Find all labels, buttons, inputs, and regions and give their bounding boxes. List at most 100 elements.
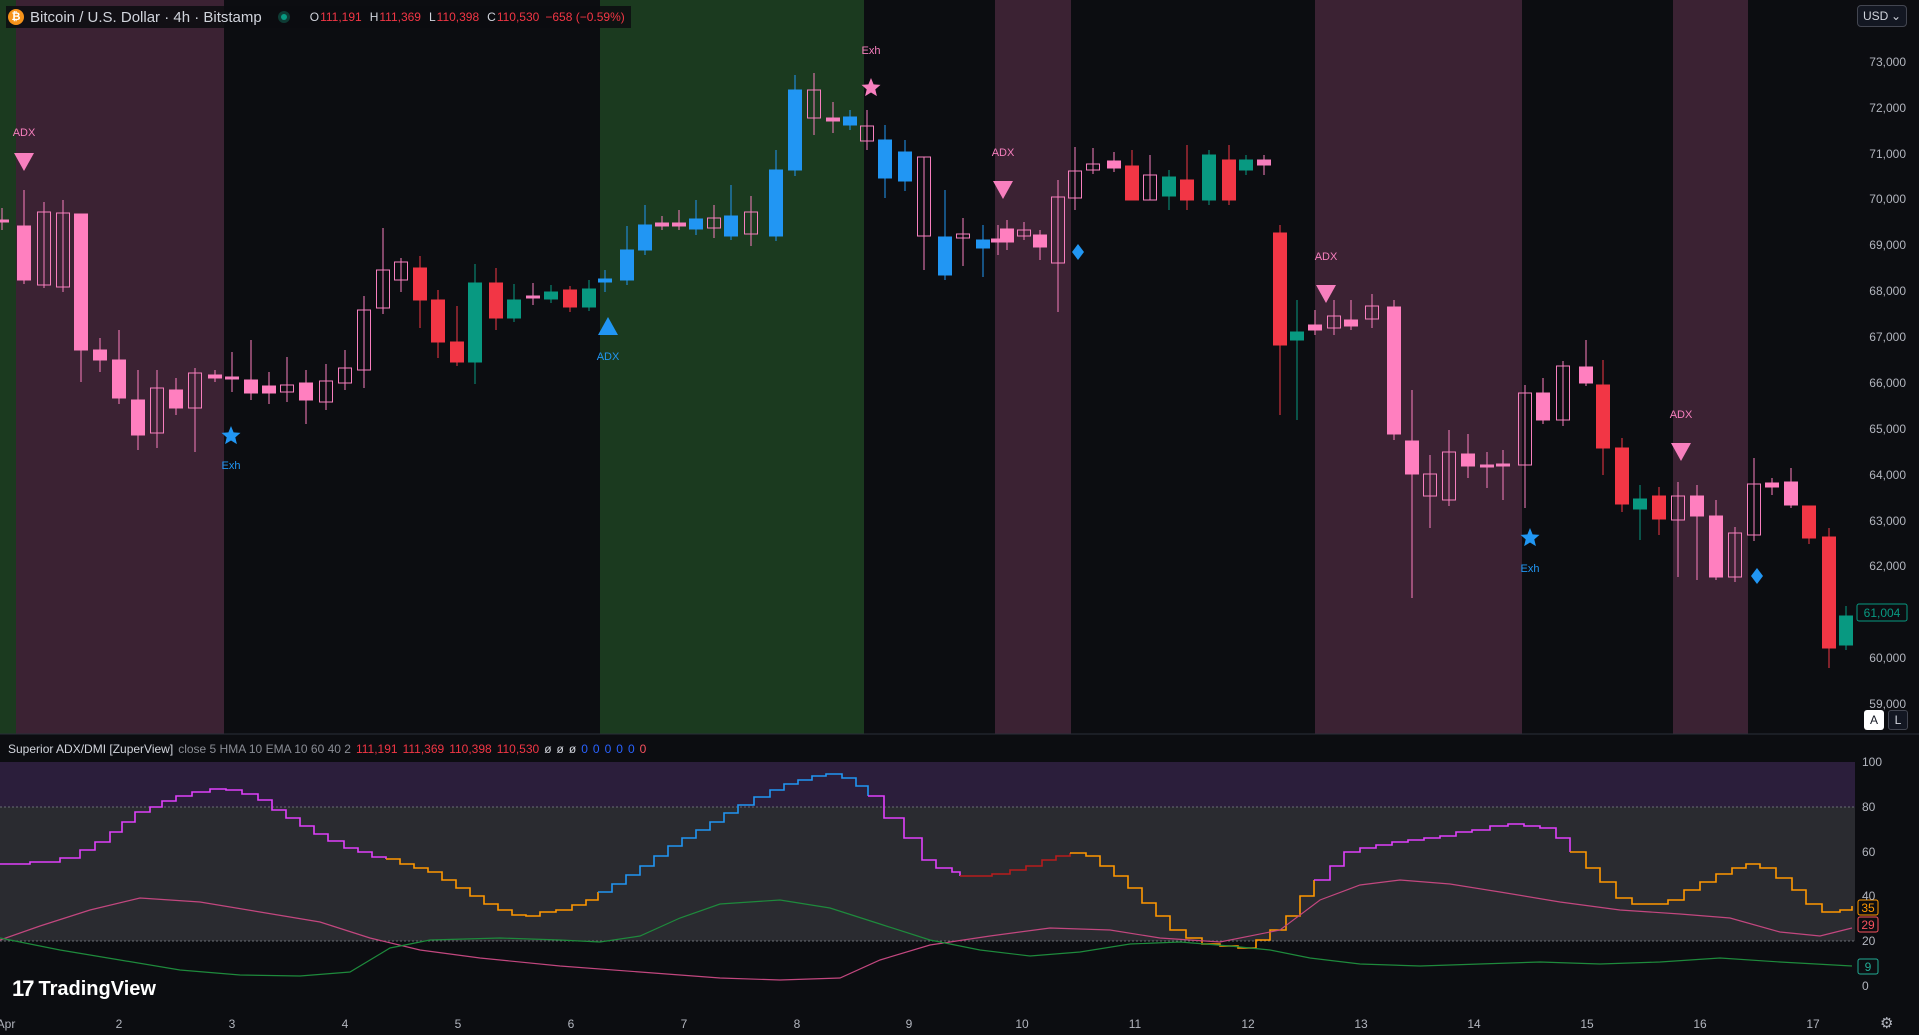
candle-body bbox=[244, 379, 258, 394]
log-scale-button[interactable]: L bbox=[1888, 710, 1908, 730]
auto-scale-button[interactable]: A bbox=[1864, 710, 1884, 730]
overbought-band bbox=[0, 762, 1855, 807]
candle-body bbox=[769, 169, 783, 237]
indicator-value-badge bbox=[1857, 958, 1879, 975]
candle bbox=[1202, 150, 1216, 205]
candle-body bbox=[672, 222, 686, 227]
candle bbox=[788, 75, 802, 176]
indicator-value: 110,530 bbox=[496, 742, 540, 756]
candle bbox=[357, 296, 371, 388]
candle-body bbox=[1068, 170, 1082, 199]
candle-body bbox=[1461, 453, 1475, 467]
candle bbox=[1496, 450, 1510, 500]
ohlc-close-value: 110,530 bbox=[496, 10, 540, 24]
candle bbox=[262, 372, 276, 404]
time-axis-label: 5 bbox=[455, 1017, 462, 1031]
gear-icon[interactable]: ⚙ bbox=[1880, 1015, 1894, 1032]
candle bbox=[1086, 148, 1100, 174]
market-status-icon bbox=[277, 11, 290, 23]
currency-selector[interactable]: USD ⌄ bbox=[1857, 5, 1907, 27]
price-axis-label: 73,000 bbox=[1869, 55, 1906, 69]
candle-body bbox=[1051, 196, 1065, 264]
candle-body bbox=[262, 385, 276, 394]
adx-line bbox=[0, 788, 387, 865]
candle-body bbox=[860, 125, 874, 142]
price-axis-label: 65,000 bbox=[1869, 422, 1906, 436]
current-price-badge bbox=[1856, 603, 1908, 622]
candle bbox=[1033, 230, 1047, 260]
candle bbox=[860, 110, 874, 150]
price-axis-label: 67,000 bbox=[1869, 330, 1906, 344]
indicator-axis-label: 80 bbox=[1862, 800, 1876, 814]
candle-body bbox=[689, 218, 703, 230]
time-axis-label: 11 bbox=[1129, 1017, 1142, 1031]
candle bbox=[620, 226, 634, 285]
signal-label: ADX bbox=[597, 351, 620, 363]
candle-body bbox=[707, 217, 721, 229]
candle bbox=[56, 200, 70, 292]
candle-body bbox=[1257, 159, 1271, 166]
price-axis-label: 66,000 bbox=[1869, 376, 1906, 390]
candle bbox=[1556, 361, 1570, 426]
tradingview-logo-icon: 17 bbox=[12, 976, 35, 1001]
trend-zone bbox=[1315, 0, 1522, 734]
candle-body bbox=[1086, 163, 1100, 171]
candle bbox=[1802, 505, 1816, 544]
candle bbox=[707, 205, 721, 238]
candle bbox=[843, 110, 857, 130]
candle-body bbox=[1202, 154, 1216, 201]
candle bbox=[1518, 385, 1532, 508]
candle bbox=[188, 368, 202, 452]
candle-body bbox=[1017, 229, 1031, 237]
indicator-value: 111,369 bbox=[402, 742, 445, 756]
indicator-value-badge bbox=[1857, 916, 1879, 933]
price-change: −658 (−0.59%) bbox=[545, 10, 625, 24]
price-axis-label: 70,000 bbox=[1869, 192, 1906, 206]
adx-line bbox=[1314, 823, 1571, 881]
indicator-legend[interactable]: Superior ADX/DMI [ZuperView] close 5 HMA… bbox=[8, 742, 646, 756]
symbol-title[interactable]: Bitcoin / U.S. Dollar · 4h · Bitstamp bbox=[30, 8, 262, 26]
candle bbox=[1536, 378, 1550, 424]
candle bbox=[1365, 294, 1379, 328]
time-axis-label: 10 bbox=[1015, 1017, 1029, 1031]
candle bbox=[413, 256, 427, 328]
candle-body bbox=[150, 387, 164, 434]
candle bbox=[1143, 155, 1157, 201]
indicator-value: ø bbox=[568, 742, 577, 756]
candle-body bbox=[544, 291, 558, 300]
triangle-down-icon bbox=[993, 181, 1013, 199]
chevron-down-icon: ⌄ bbox=[1890, 9, 1901, 23]
candle bbox=[74, 213, 88, 382]
candle bbox=[150, 370, 164, 448]
ohlc-low-value: 110,398 bbox=[436, 10, 480, 24]
candle bbox=[208, 370, 222, 382]
candle bbox=[563, 286, 577, 312]
candle bbox=[1162, 170, 1176, 210]
candle-body bbox=[526, 295, 540, 299]
candle-body bbox=[280, 384, 294, 393]
adx-line bbox=[598, 773, 869, 893]
candle bbox=[1461, 434, 1475, 478]
candle bbox=[1107, 152, 1121, 172]
candle bbox=[1480, 452, 1494, 488]
price-axis-label: 72,000 bbox=[1869, 101, 1906, 115]
indicator-badge-label: 29 bbox=[1861, 918, 1875, 932]
mid-band bbox=[0, 807, 1855, 941]
trend-zone bbox=[995, 0, 1071, 734]
candle bbox=[1405, 390, 1419, 598]
candle-body bbox=[1822, 536, 1836, 649]
candle bbox=[37, 202, 51, 288]
candle-body bbox=[357, 309, 371, 371]
indicator-value: 0 bbox=[592, 742, 600, 756]
candle bbox=[1442, 430, 1456, 506]
candle-body bbox=[1442, 451, 1456, 501]
candle bbox=[1000, 220, 1014, 250]
main-pane-background bbox=[0, 0, 1842, 734]
indicator-title[interactable]: Superior ADX/DMI [ZuperView] bbox=[8, 742, 174, 756]
candle-body bbox=[1344, 319, 1358, 327]
indicator-value: 0 bbox=[627, 742, 635, 756]
signal-label: Exh bbox=[222, 460, 241, 472]
tradingview-logo[interactable]: 17 TradingView bbox=[12, 976, 156, 1002]
candle-body bbox=[1327, 315, 1341, 329]
